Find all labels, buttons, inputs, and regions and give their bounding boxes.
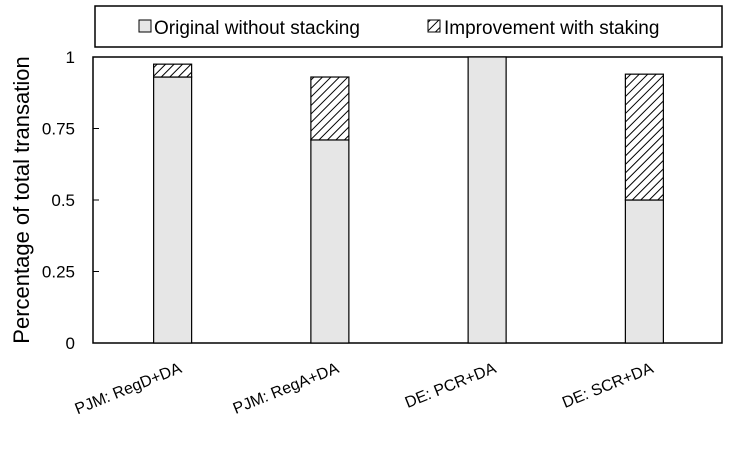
x-category-label: DE: SCR+DA	[560, 360, 656, 412]
y-axis-ticks: 0 0.25 0.5 0.75 1	[42, 48, 99, 353]
legend-swatch-original	[138, 19, 152, 33]
y-tick-label: 0.75	[42, 120, 75, 139]
y-axis-title: Percentage of total transation	[9, 56, 34, 343]
bar-improvement	[153, 63, 193, 78]
x-category-label: DE: PCR+DA	[403, 360, 499, 412]
bars	[153, 56, 664, 344]
bar-improvement	[624, 73, 664, 201]
x-axis-labels: PJM: RegD+DA PJM: RegA+DA DE: PCR+DA DE: SC…	[73, 360, 657, 418]
y-tick-label: 0.25	[42, 263, 75, 282]
bar-original	[624, 199, 664, 344]
legend-swatch-improvement	[427, 19, 441, 33]
y-tick-label: 0.5	[51, 191, 75, 210]
bar-original	[310, 139, 350, 344]
bar-original	[153, 76, 193, 344]
x-category-label: PJM: RegD+DA	[73, 360, 185, 418]
legend-frame	[94, 5, 723, 48]
y-tick-label: 1	[66, 48, 75, 67]
bar-improvement	[310, 76, 350, 141]
y-tick-label: 0	[66, 334, 75, 353]
legend-label-original: Original without stacking	[154, 18, 360, 39]
legend: Original without stacking Improvement wi…	[94, 5, 723, 48]
bar-original	[467, 56, 507, 344]
legend-label-improvement: Improvement with staking	[444, 18, 659, 39]
x-category-label: PJM: RegA+DA	[231, 360, 342, 418]
